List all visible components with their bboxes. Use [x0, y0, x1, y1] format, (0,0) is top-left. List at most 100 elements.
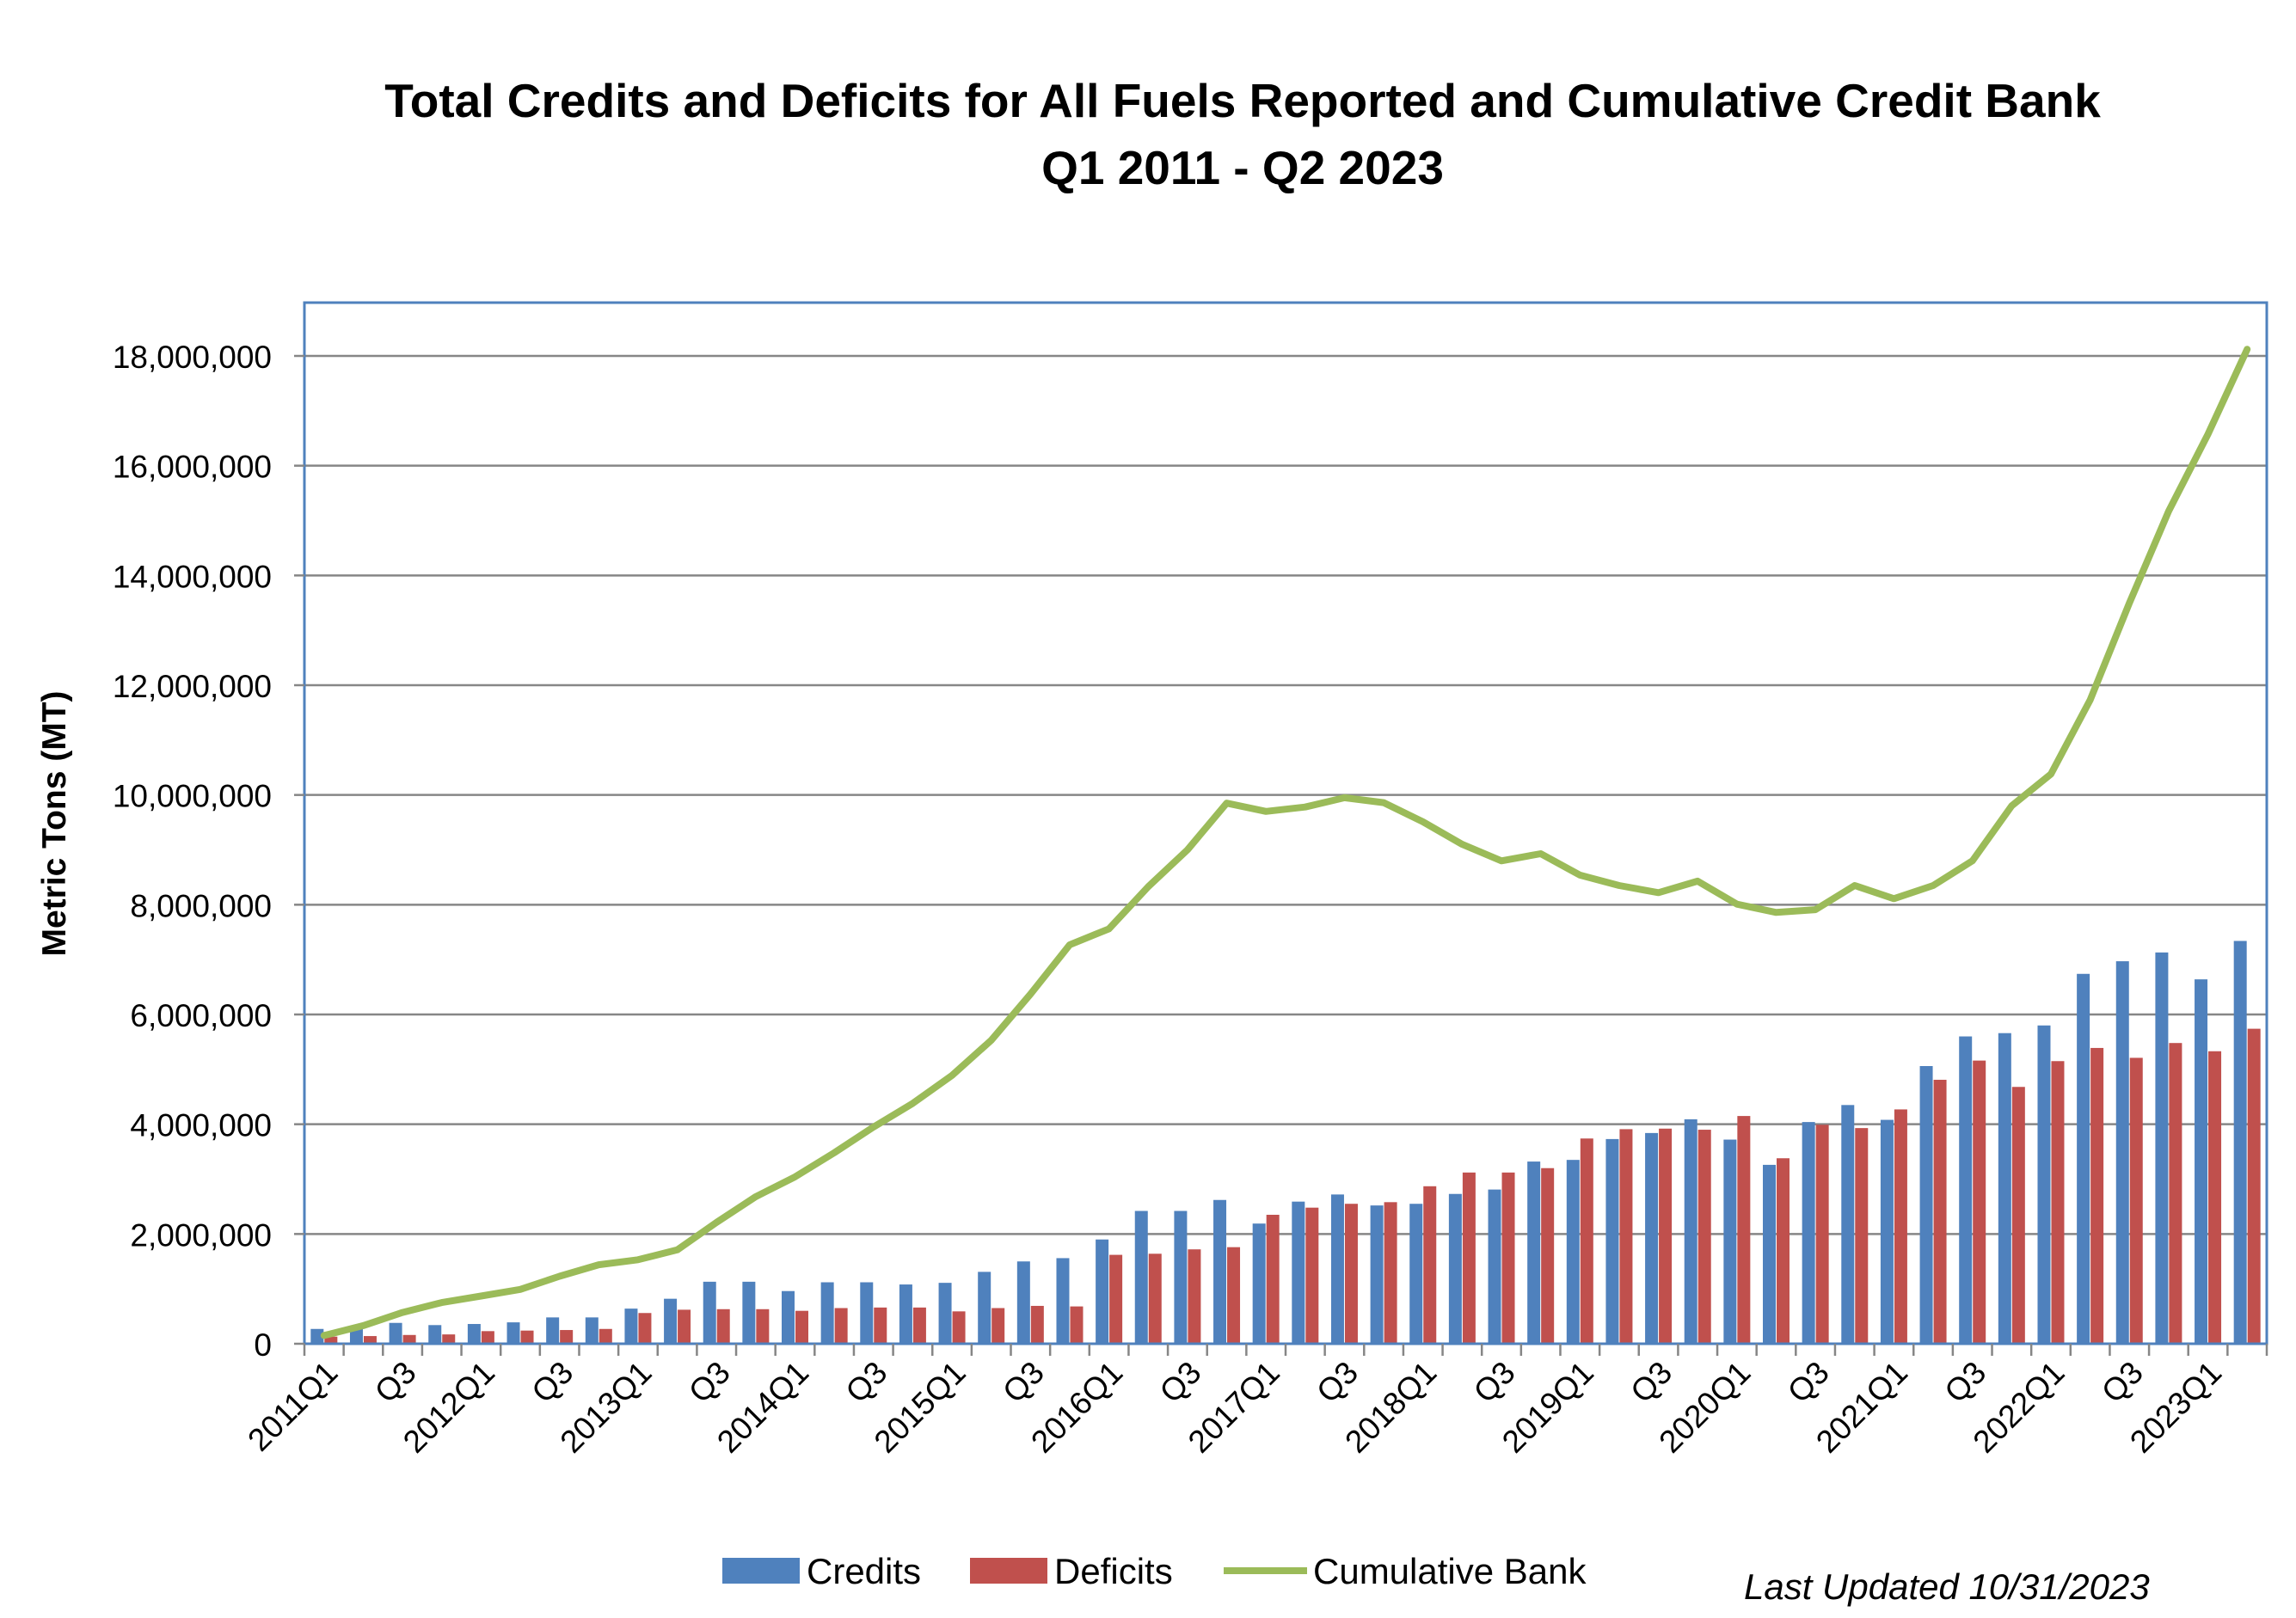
credits-bar: [506, 1322, 520, 1344]
y-tick-label: 18,000,000: [113, 340, 272, 375]
deficits-bar: [363, 1336, 377, 1344]
credits-bar: [1174, 1210, 1188, 1344]
deficits-bar: [442, 1334, 456, 1344]
y-axis-label: Metric Tons (MT): [36, 690, 73, 956]
credits-bar: [703, 1281, 716, 1344]
credits-bar: [978, 1272, 991, 1344]
credits-bar: [1527, 1161, 1541, 1344]
deficits-bar: [638, 1313, 652, 1344]
x-tick-label: Q3: [996, 1355, 1051, 1410]
x-tick-label: Q3: [2095, 1355, 2150, 1410]
y-tick-label: 4,000,000: [130, 1108, 272, 1143]
deficits-bar: [1501, 1172, 1515, 1344]
credits-bar: [2155, 952, 2169, 1344]
credits-bar: [1096, 1239, 1109, 1344]
credits-bar: [2115, 961, 2129, 1344]
credits-bar: [1016, 1261, 1030, 1344]
credits-bar: [546, 1317, 560, 1344]
deficits-bar: [1580, 1138, 1593, 1344]
chart-subtitle: Q1 2011 - Q2 2023: [1041, 141, 1444, 194]
x-tick-label: Q3: [1310, 1355, 1365, 1410]
last-updated-note: Last Updated 10/31/2023: [1744, 1566, 2150, 1607]
deficits-bar: [834, 1308, 848, 1344]
deficits-bar: [324, 1336, 338, 1344]
credits-bar: [1684, 1119, 1697, 1344]
deficits-bar: [1305, 1207, 1319, 1344]
x-tick-label: Q3: [525, 1355, 580, 1410]
deficits-bar: [2208, 1051, 2222, 1344]
chart-title: Total Credits and Deficits for All Fuels…: [0, 67, 2296, 201]
credits-bar: [349, 1328, 363, 1344]
deficits-bar: [520, 1330, 534, 1344]
credits-bar: [1763, 1164, 1776, 1344]
credits-bar: [624, 1308, 638, 1344]
deficits-bar: [756, 1308, 770, 1344]
deficits-bar: [1697, 1130, 1711, 1344]
deficits-bar: [1266, 1214, 1280, 1344]
legend-item-deficits-swatch: [970, 1558, 1047, 1584]
x-tick-label: Q3: [1624, 1355, 1679, 1410]
y-tick-label: 14,000,000: [113, 559, 272, 594]
x-tick-label: 2011Q1: [241, 1355, 344, 1458]
credits-bar: [938, 1283, 952, 1344]
credits-bar: [1605, 1138, 1619, 1344]
credits-bar: [1056, 1258, 1070, 1344]
plot-area-border: [303, 301, 2268, 1345]
deficits-bar: [2011, 1087, 2025, 1344]
credits-bar: [1919, 1066, 1933, 1344]
deficits-bar: [991, 1308, 1005, 1344]
credits-bar: [467, 1324, 481, 1344]
deficits-bar: [1855, 1128, 1869, 1344]
y-tick-label: 8,000,000: [130, 888, 272, 923]
legend-item-credits: Credits: [722, 1551, 921, 1591]
x-tick-label: Q3: [1937, 1355, 1992, 1410]
credits-bar: [782, 1290, 795, 1344]
credits-bar: [664, 1298, 678, 1344]
deficits-bar: [912, 1307, 926, 1344]
legend-item-credits-swatch: [722, 1558, 800, 1584]
deficits-bar: [1188, 1249, 1201, 1344]
deficits-bar: [1973, 1060, 1986, 1344]
credits-bar: [1370, 1205, 1384, 1344]
deficits-bar: [560, 1330, 574, 1344]
deficits-bar: [1148, 1253, 1162, 1344]
credits-bar: [1134, 1210, 1148, 1344]
deficits-bar: [1777, 1158, 1790, 1344]
deficits-bar: [1933, 1079, 1947, 1344]
deficits-bar: [402, 1334, 416, 1344]
credits-bar: [1213, 1199, 1227, 1344]
credits-bar: [428, 1325, 442, 1344]
cumulative-bank-line: [320, 346, 2251, 1339]
y-tick-label: 16,000,000: [113, 450, 272, 485]
x-tick-label: Q3: [1781, 1355, 1836, 1410]
credits-bar: [899, 1284, 912, 1344]
x-tick-label: Q3: [839, 1355, 894, 1410]
deficits-bar: [599, 1328, 612, 1344]
x-tick-label: Q3: [368, 1355, 423, 1410]
credits-bar: [1330, 1194, 1344, 1344]
deficits-bar: [1462, 1172, 1476, 1344]
deficits-bar: [716, 1308, 730, 1344]
credits-bar: [310, 1328, 324, 1344]
deficits-bar: [1384, 1202, 1397, 1344]
deficits-bar: [1227, 1247, 1241, 1344]
credits-bar: [1959, 1036, 1973, 1344]
deficits-bar: [2169, 1043, 2182, 1344]
x-tick-label: Q3: [1467, 1355, 1522, 1410]
deficits-bar: [2051, 1061, 2065, 1344]
y-tick-label: 0: [254, 1327, 272, 1363]
credits-bar: [1448, 1193, 1462, 1344]
credits-bar: [2233, 941, 2247, 1344]
deficits-bar: [1541, 1168, 1555, 1344]
x-tick-label: Q3: [682, 1355, 737, 1410]
bar-layer: [310, 941, 2261, 1344]
legend: Credits Deficits Cumulative Bank: [722, 1551, 1587, 1591]
deficits-bar: [1894, 1109, 1907, 1344]
credits-bar: [1880, 1119, 1894, 1344]
deficits-bar: [678, 1309, 691, 1344]
credits-bar: [389, 1322, 402, 1344]
deficits-bar: [952, 1311, 966, 1344]
deficits-bar: [481, 1331, 494, 1344]
credits-bar: [1802, 1122, 1815, 1344]
